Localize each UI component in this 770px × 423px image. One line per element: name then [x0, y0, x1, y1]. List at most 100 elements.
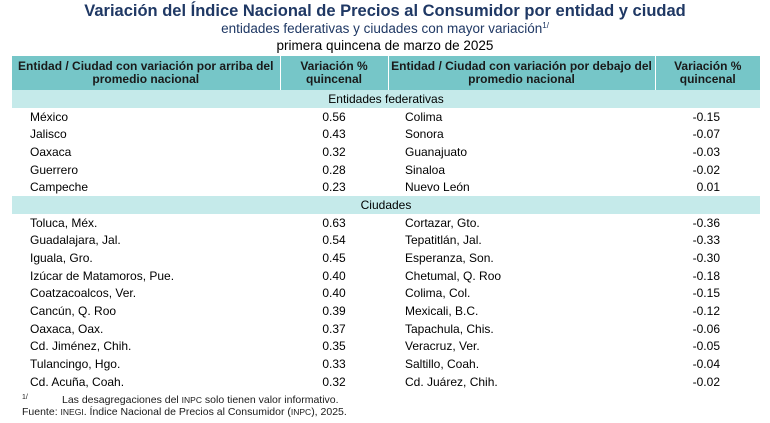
- table-body: Entidades federativas México 0.56 Colima -0.…: [12, 90, 760, 391]
- table-row: Guadalajara, Jal. 0.54 Tepatitlán, Jal. -0.…: [12, 232, 760, 250]
- below-value-cell: -0.03: [692, 144, 720, 159]
- section-label: Entidades federativas: [12, 90, 760, 108]
- period-label: primera quincena de marzo de 2025: [276, 38, 494, 53]
- above-name-cell: Cd. Jiménez, Chih.: [30, 339, 132, 354]
- table-header-row: Entidad / Ciudad con variación por arrib…: [12, 56, 760, 90]
- above-value-cell: 0.45: [322, 251, 346, 266]
- above-name-cell: Cancún, Q. Roo: [30, 304, 117, 319]
- below-name-cell: Sonora: [405, 127, 444, 142]
- above-name-cell: Iguala, Gro.: [30, 251, 93, 266]
- above-name-cell: Campeche: [30, 180, 89, 195]
- col-header-above-name: Entidad / Ciudad con variación por arrib…: [12, 56, 280, 90]
- above-value-cell: 0.28: [322, 162, 346, 177]
- table-row: Cd. Jiménez, Chih. 0.35 Veracruz, Ver. -0.0…: [12, 338, 760, 356]
- above-name-cell: Oaxaca: [30, 144, 72, 159]
- above-value-cell: 0.43: [322, 127, 346, 142]
- source-inpc: INPC: [290, 407, 312, 417]
- footnote-text-a: Las desagregaciones del: [62, 394, 182, 406]
- table-row: Coatzacoalcos, Ver. 0.40 Colima, Col. -0.15: [12, 285, 760, 303]
- table-row: Iguala, Gro. 0.45 Esperanza, Son. -0.30: [12, 249, 760, 267]
- table-row: Guerrero 0.28 Sinaloa -0.02: [12, 161, 760, 179]
- page-title: Variación del Índice Nacional de Precios…: [84, 2, 686, 20]
- above-value-cell: 0.63: [322, 215, 346, 230]
- below-name-cell: Esperanza, Son.: [405, 251, 494, 266]
- below-name-cell: Colima: [405, 109, 443, 124]
- below-value-cell: -0.12: [692, 304, 720, 319]
- above-value-cell: 0.32: [322, 144, 346, 159]
- source-text-a: Fuente:: [22, 406, 61, 418]
- above-name-cell: Cd. Acuña, Coah.: [30, 374, 125, 389]
- table-row: Toluca, Méx. 0.63 Cortazar, Gto. -0.36: [12, 214, 760, 232]
- table-row: Cd. Acuña, Coah. 0.32 Cd. Juárez, Chih. -0.…: [12, 373, 760, 391]
- above-value-cell: 0.39: [322, 304, 346, 319]
- below-value-cell: -0.33: [692, 233, 720, 248]
- footnote-mark: 1/: [22, 394, 28, 401]
- table-row: Campeche 0.23 Nuevo León 0.01: [12, 178, 760, 196]
- above-name-cell: Jalisco: [30, 127, 67, 142]
- below-value-cell: -0.30: [692, 251, 720, 266]
- below-name-cell: Veracruz, Ver.: [405, 339, 480, 354]
- above-name-cell: Coatzacoalcos, Ver.: [30, 286, 137, 301]
- footnote-text-b: solo tienen valor informativo.: [201, 394, 339, 406]
- table-row: Izúcar de Matamoros, Pue. 0.40 Chetumal, Q…: [12, 267, 760, 285]
- below-name-cell: Guanajuato: [405, 144, 468, 159]
- section-row: Ciudades: [12, 196, 760, 214]
- inflation-table: Entidad / Ciudad con variación por arrib…: [12, 56, 760, 391]
- table-row: Jalisco 0.43 Sonora -0.07: [12, 125, 760, 143]
- below-value-cell: -0.36: [692, 215, 720, 230]
- below-value-cell: -0.05: [692, 339, 720, 354]
- table-row: Cancún, Q. Roo 0.39 Mexicali, B.C. -0.12: [12, 302, 760, 320]
- footnote-inpc: INPC: [181, 395, 202, 405]
- below-name-cell: Saltillo, Coah.: [405, 357, 480, 372]
- footnote: 1/Las desagregaciones del INPC solo tien…: [22, 394, 339, 406]
- below-value-cell: 0.01: [696, 180, 720, 195]
- below-value-cell: -0.18: [692, 268, 720, 283]
- col-header-below-value: Variación % quincenal: [654, 56, 760, 90]
- source-inegi: INEGI: [60, 407, 84, 417]
- below-value-cell: -0.07: [692, 127, 720, 142]
- subtitle-text: entidades federativas y ciudades con may…: [221, 21, 543, 36]
- below-value-cell: -0.15: [692, 286, 720, 301]
- below-name-cell: Tepatitlán, Jal.: [405, 233, 482, 248]
- below-value-cell: -0.02: [692, 374, 720, 389]
- above-value-cell: 0.54: [322, 233, 346, 248]
- above-name-cell: Guerrero: [30, 162, 79, 177]
- below-name-cell: Mexicali, B.C.: [405, 304, 479, 319]
- above-value-cell: 0.40: [322, 286, 346, 301]
- section-label: Ciudades: [12, 196, 760, 214]
- col-header-above-value: Variación % quincenal: [279, 56, 388, 90]
- above-value-cell: 0.32: [322, 374, 346, 389]
- table-row: México 0.56 Colima -0.15: [12, 108, 760, 126]
- below-name-cell: Sinaloa: [405, 162, 446, 177]
- below-name-cell: Cd. Juárez, Chih.: [405, 374, 498, 389]
- table-row: Tulancingo, Hgo. 0.33 Saltillo, Coah. -0.04: [12, 355, 760, 373]
- above-name-cell: Tulancingo, Hgo.: [30, 357, 121, 372]
- below-value-cell: -0.15: [692, 109, 720, 124]
- subtitle-footnote-mark: 1/: [542, 21, 549, 30]
- below-name-cell: Chetumal, Q. Roo: [405, 268, 502, 283]
- source-text-b: . Índice Nacional de Precios al Consumid…: [83, 406, 291, 418]
- above-value-cell: 0.40: [322, 268, 346, 283]
- above-name-cell: Toluca, Méx.: [30, 215, 98, 230]
- above-value-cell: 0.56: [322, 109, 346, 124]
- page-subtitle: entidades federativas y ciudades con may…: [0, 21, 770, 36]
- above-value-cell: 0.23: [322, 180, 346, 195]
- section-row: Entidades federativas: [12, 90, 760, 108]
- above-name-cell: Guadalajara, Jal.: [30, 233, 121, 248]
- above-name-cell: México: [30, 109, 69, 124]
- source-text-c: ), 2025.: [311, 406, 347, 418]
- above-name-cell: Izúcar de Matamoros, Pue.: [30, 268, 175, 283]
- table-row: Oaxaca 0.32 Guanajuato -0.03: [12, 143, 760, 161]
- below-name-cell: Cortazar, Gto.: [405, 215, 480, 230]
- below-value-cell: -0.06: [692, 321, 720, 336]
- source-note: Fuente: INEGI. Índice Nacional de Precio…: [22, 406, 347, 418]
- below-name-cell: Tapachula, Chis.: [405, 321, 494, 336]
- below-value-cell: -0.04: [692, 357, 720, 372]
- table-row: Oaxaca, Oax. 0.37 Tapachula, Chis. -0.06: [12, 320, 760, 338]
- below-value-cell: -0.02: [692, 162, 720, 177]
- below-name-cell: Colima, Col.: [405, 286, 471, 301]
- above-value-cell: 0.35: [322, 339, 346, 354]
- above-value-cell: 0.33: [322, 357, 346, 372]
- col-header-below-name: Entidad / Ciudad con variación por debaj…: [387, 56, 655, 90]
- above-value-cell: 0.37: [322, 321, 346, 336]
